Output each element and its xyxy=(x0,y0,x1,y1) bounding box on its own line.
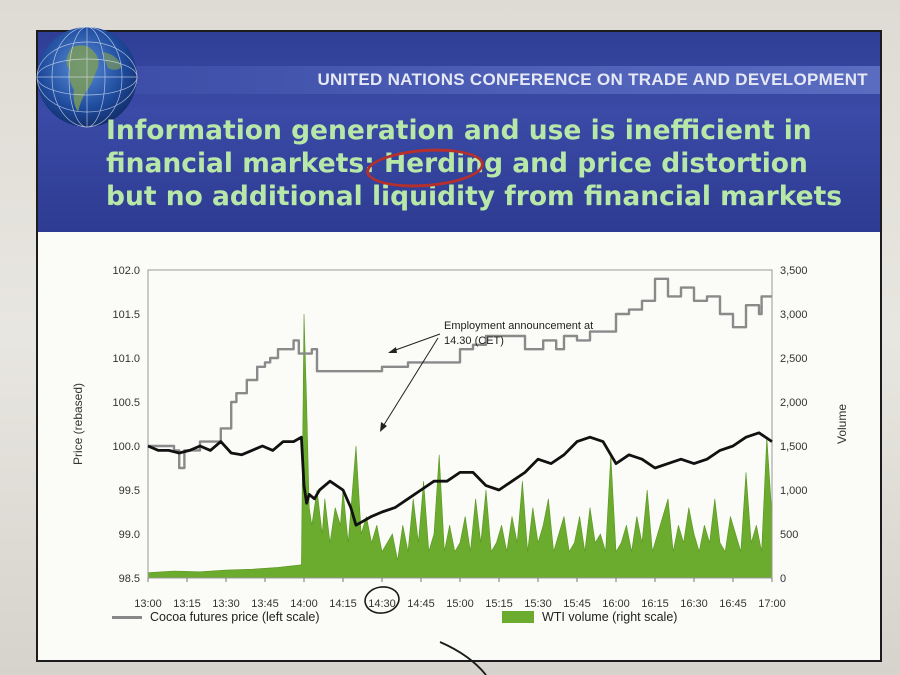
organization-strip: UNITED NATIONS CONFERENCE ON TRADE AND D… xyxy=(128,66,880,94)
x-tick-label: 14:00 xyxy=(290,598,318,610)
y-right-axis-label: Volume xyxy=(835,404,849,444)
y-left-axis-label: Price (rebased) xyxy=(71,383,85,465)
y-left-tick-label: 101.0 xyxy=(112,353,140,365)
y-right-tick-label: 0 xyxy=(780,573,786,585)
y-left-tick-label: 99.0 xyxy=(119,529,140,541)
y-right-tick-label: 2,500 xyxy=(780,353,808,365)
annotation-arrowhead-lower xyxy=(380,422,387,432)
legend-item-cocoa: Cocoa futures price (left scale) xyxy=(112,610,320,624)
y-right-tick-label: 3,500 xyxy=(780,265,808,277)
x-tick-label: 15:00 xyxy=(446,598,474,610)
volume-area xyxy=(147,313,773,579)
x-tick-label: 15:45 xyxy=(563,598,591,610)
title-part-2: and price distortion but no additional l… xyxy=(106,148,843,212)
y-right-tick-label: 1,500 xyxy=(780,441,808,453)
x-tick-label: 14:45 xyxy=(407,598,435,610)
y-right-tick-label: 2,000 xyxy=(780,397,808,409)
x-tick-label: 13:00 xyxy=(134,598,162,610)
handdrawn-ellipse-1430 xyxy=(364,586,400,614)
presentation-slide: UNITED NATIONS CONFERENCE ON TRADE AND D… xyxy=(36,26,882,662)
x-tick-label: 13:30 xyxy=(212,598,240,610)
chart-legend: Cocoa futures price (left scale) WTI vol… xyxy=(112,604,677,632)
x-tick-label: 16:15 xyxy=(641,598,669,610)
tick-labels: 102.0 101.5 101.0 100.5 100.0 99.5 99.0 98.5 3,5… xyxy=(71,265,849,610)
title-part-1: Information generation and use is ineffi… xyxy=(106,115,812,179)
volume-area-group xyxy=(147,313,773,579)
globe-logo-icon xyxy=(36,26,138,128)
slide-title: Information generation and use is ineffi… xyxy=(106,114,866,213)
organization-name: UNITED NATIONS CONFERENCE ON TRADE AND D… xyxy=(317,70,868,89)
x-tick-label: 13:45 xyxy=(251,598,279,610)
cocoa-line-group xyxy=(148,277,772,470)
y-left-tick-label: 101.5 xyxy=(112,309,140,321)
x-tick-label: 16:00 xyxy=(602,598,630,610)
y-left-tick-label: 99.5 xyxy=(119,485,140,497)
y-left-tick-label: 102.0 xyxy=(112,265,140,277)
x-tick-label: 16:30 xyxy=(680,598,708,610)
annotation-line-1: Employment announcement at xyxy=(444,320,593,332)
y-left-tick-label: 100.5 xyxy=(112,397,140,409)
x-tick-label: 14:15 xyxy=(329,598,357,610)
wti-line-group xyxy=(147,431,773,527)
handdrawn-pen-stroke xyxy=(439,641,487,675)
annotation-line-2: 14.30 (CET) xyxy=(444,335,504,347)
x-tick-label: 17:00 xyxy=(758,598,786,610)
x-tick-label: 15:15 xyxy=(485,598,513,610)
legend-item-volume: WTI volume (right scale) xyxy=(502,610,677,624)
x-tick-label: 14:30 xyxy=(368,598,396,610)
cocoa-price-line xyxy=(148,277,772,470)
y-right-tick-label: 3,000 xyxy=(780,309,808,321)
x-tick-label: 16:45 xyxy=(719,598,747,610)
x-tick-label: 15:30 xyxy=(524,598,552,610)
legend-swatch-volume xyxy=(502,611,534,623)
annotation-group: Employment announcement at 14.30 (CET) xyxy=(364,320,593,675)
y-right-tick-label: 1,000 xyxy=(780,485,808,497)
legend-label-volume: WTI volume (right scale) xyxy=(542,610,678,624)
y-left-tick-label: 98.5 xyxy=(119,573,140,585)
legend-swatch-cocoa xyxy=(112,615,142,619)
y-right-tick-label: 500 xyxy=(780,529,798,541)
annotation-arrow-lower xyxy=(381,337,439,429)
annotation-arrow-upper xyxy=(389,333,441,353)
annotation-arrowhead-upper xyxy=(388,347,397,353)
title-banner: UNITED NATIONS CONFERENCE ON TRADE AND D… xyxy=(36,26,880,232)
y-left-tick-label: 100.0 xyxy=(112,441,140,453)
wti-price-line xyxy=(147,431,773,527)
title-highlight-herding: Herding xyxy=(383,148,504,179)
legend-label-cocoa: Cocoa futures price (left scale) xyxy=(150,610,320,624)
x-tick-label: 13:15 xyxy=(173,598,201,610)
